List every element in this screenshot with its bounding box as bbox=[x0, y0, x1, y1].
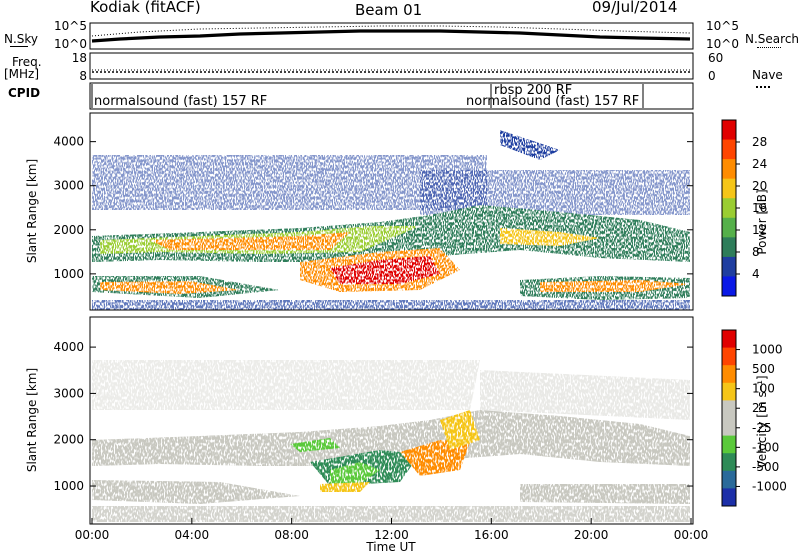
colorbar-swatch bbox=[722, 198, 736, 219]
xtick-label: 00:00 bbox=[674, 528, 709, 542]
colorbar-tick-label: 16 bbox=[752, 201, 767, 215]
colorbar-swatch bbox=[722, 159, 736, 180]
power-ylabel: Slant Range [km] bbox=[25, 159, 39, 263]
velocity-colorbar: 1000 500 100 25 -25 -100 -500 -1000 bbox=[721, 329, 787, 507]
power-colorbar: 28 24 20 16 12 8 4 bbox=[721, 119, 767, 297]
colorbar-swatch bbox=[722, 435, 736, 454]
velocity-yaxis: 1000 2000 3000 4000 bbox=[53, 340, 693, 493]
freq-label: Freq. bbox=[12, 55, 42, 69]
power-colorbar-label-wrap: Power [dB] bbox=[752, 170, 772, 280]
nsky-tick-top: 10^5 bbox=[54, 19, 87, 33]
colorbar-tick-label: 100 bbox=[752, 382, 775, 396]
colorbar-swatch bbox=[722, 120, 736, 141]
nave-tick-top: 60 bbox=[708, 51, 723, 65]
colorbar-swatch bbox=[722, 139, 736, 160]
xtick-label: 12:00 bbox=[374, 528, 409, 542]
colorbar-swatch bbox=[722, 217, 736, 238]
colorbar-tick-label: -500 bbox=[752, 460, 779, 474]
ytick-label: 3000 bbox=[53, 386, 84, 400]
velocity-colorbar-label-wrap: Velocity [m s⁻¹] bbox=[752, 370, 772, 480]
colorbar-frame bbox=[721, 329, 737, 507]
power-yaxis: 1000 2000 3000 4000 bbox=[53, 135, 693, 281]
power-image bbox=[92, 130, 690, 310]
nsearch-tick-top: 10^5 bbox=[706, 19, 739, 33]
xtick-label: 04:00 bbox=[175, 528, 210, 542]
nsky-legend-line bbox=[10, 46, 28, 47]
velocity-colorbar-label: Velocity [m s⁻¹] bbox=[755, 375, 769, 469]
cpid-entry-1: normalsound (fast) 157 RF bbox=[94, 94, 267, 109]
colorbar-swatch bbox=[722, 382, 736, 401]
nave-label: Nave bbox=[752, 68, 783, 82]
freq-unit: [MHz] bbox=[4, 67, 40, 81]
xaxis-label: Time UT bbox=[365, 540, 416, 554]
colorbar-swatch bbox=[722, 330, 736, 349]
colorbar-tick-label: -1000 bbox=[752, 479, 787, 493]
colorbar-tick-label: -100 bbox=[752, 440, 779, 454]
colorbar-swatch bbox=[722, 237, 736, 258]
colorbar-tick-label: 8 bbox=[752, 245, 760, 259]
nsearch-trace bbox=[91, 25, 691, 37]
nsky-label: N.Sky bbox=[4, 32, 39, 46]
ytick-label: 2000 bbox=[53, 433, 84, 447]
colorbar-swatch bbox=[722, 178, 736, 199]
freq-tick-top: 18 bbox=[72, 51, 87, 65]
ytick-label: 1000 bbox=[53, 479, 84, 493]
colorbar-swatch bbox=[722, 400, 736, 419]
colorbar-tick-label: 20 bbox=[752, 179, 767, 193]
ytick-label: 1000 bbox=[53, 267, 84, 281]
radar-title: Kodiak (fitACF) bbox=[90, 0, 201, 16]
colorbar-swatch bbox=[722, 488, 736, 507]
colorbar-swatch bbox=[722, 256, 736, 277]
xtick-label: 08:00 bbox=[274, 528, 309, 542]
colorbar-tick-label: 1000 bbox=[752, 343, 783, 357]
colorbar-tick-label: 500 bbox=[752, 362, 775, 376]
time-xaxis: 00:00 04:00 08:00 12:00 16:00 20:00 00:00 bbox=[75, 518, 709, 542]
cpid-panel-frame bbox=[89, 82, 694, 110]
nsearch-legend-line bbox=[757, 47, 781, 48]
ytick-label: 4000 bbox=[53, 340, 84, 354]
colorbar-tick-label: 25 bbox=[752, 401, 767, 415]
xtick-label: 00:00 bbox=[75, 528, 110, 542]
colorbar-tick-label: -25 bbox=[752, 421, 772, 435]
freq-tick-bottom: 8 bbox=[79, 69, 87, 83]
xtick-label: 16:00 bbox=[474, 528, 509, 542]
cpid-label: CPID bbox=[8, 86, 41, 100]
power-colorbar-label: Power [dB] bbox=[755, 189, 769, 255]
colorbar-tick-label: 12 bbox=[752, 223, 767, 237]
colorbar-tick-label: 28 bbox=[752, 135, 767, 149]
colorbar-swatch bbox=[722, 276, 736, 297]
xtick-label: 20:00 bbox=[574, 528, 609, 542]
cpid-entry-2: rbsp 200 RF bbox=[494, 83, 572, 98]
velocity-image bbox=[92, 360, 690, 522]
ytick-label: 3000 bbox=[53, 179, 84, 193]
date-label: 09/Jul/2014 bbox=[592, 0, 678, 16]
freq-panel-frame bbox=[89, 52, 694, 80]
ytick-label: 4000 bbox=[53, 135, 84, 149]
cpid-entry-3: normalsound (fast) 157 RF bbox=[466, 94, 639, 109]
colorbar-swatch bbox=[722, 365, 736, 384]
nsky-tick-bottom: 10^0 bbox=[54, 37, 87, 51]
velocity-ylabel: Slant Range [km] bbox=[25, 368, 39, 472]
nsearch-label: N.Search bbox=[745, 32, 800, 46]
beam-label: Beam 01 bbox=[355, 1, 423, 19]
ytick-label: 2000 bbox=[53, 223, 84, 237]
power-panel-frame bbox=[89, 112, 694, 311]
colorbar-tick-label: 24 bbox=[752, 157, 767, 171]
nsearch-tick-bottom: 10^0 bbox=[706, 37, 739, 51]
nave-tick-bottom: 0 bbox=[708, 69, 716, 83]
colorbar-tick-label: 4 bbox=[752, 267, 760, 281]
nave-legend-line bbox=[756, 86, 770, 88]
colorbar-swatch bbox=[722, 470, 736, 489]
nsky-trace bbox=[91, 29, 691, 43]
colorbar-swatch bbox=[722, 453, 736, 472]
colorbar-swatch bbox=[722, 347, 736, 366]
colorbar-swatch bbox=[722, 418, 736, 437]
